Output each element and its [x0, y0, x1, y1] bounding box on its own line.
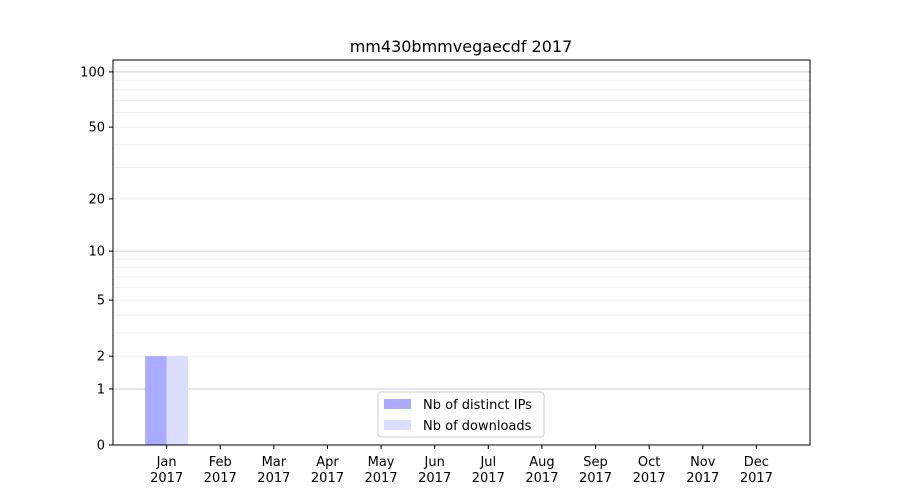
chart-title: mm430bmmvegaecdf 2017 — [350, 37, 573, 56]
bar-downloads — [166, 356, 189, 445]
x-tick-label: May 2017 — [365, 455, 398, 486]
x-tick-label: Jan 2017 — [150, 455, 183, 486]
x-tick-label: Sep 2017 — [579, 455, 612, 486]
y-tick-label: 1 — [97, 382, 105, 397]
bar-distinct-ips — [145, 356, 167, 445]
x-tick-label: Feb 2017 — [204, 455, 237, 486]
y-tick-label: 50 — [88, 121, 105, 136]
y-tick-label: 20 — [88, 192, 105, 207]
x-tick-label: Jul 2017 — [472, 455, 505, 486]
y-tick-label: 5 — [97, 294, 105, 309]
y-tick-label: 0 — [97, 439, 105, 454]
x-tick-label: Dec 2017 — [740, 455, 773, 486]
y-tick-label: 10 — [88, 245, 105, 260]
y-tick-label: 2 — [97, 350, 105, 365]
plot-frame — [112, 59, 811, 446]
legend-swatch — [384, 399, 411, 409]
x-tick-label: Apr 2017 — [311, 455, 344, 486]
x-tick-label: Oct 2017 — [633, 455, 666, 486]
x-tick-label: Jun 2017 — [418, 455, 451, 486]
legend-swatch — [384, 420, 411, 430]
legend-box — [377, 391, 545, 438]
legend-label: Nb of downloads — [423, 419, 532, 434]
x-tick-label: Mar 2017 — [257, 455, 290, 486]
legend-label: Nb of distinct IPs — [423, 398, 532, 413]
x-tick-label: Nov 2017 — [686, 455, 719, 486]
legend: Nb of distinct IPs Nb of downloads — [377, 391, 545, 438]
x-tick-label: Aug 2017 — [525, 455, 558, 486]
y-tick-label: 100 — [80, 65, 105, 80]
